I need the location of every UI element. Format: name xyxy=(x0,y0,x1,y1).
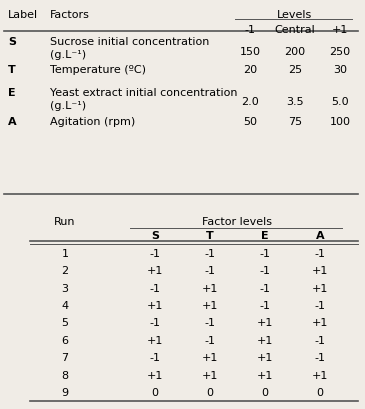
Text: 3.5: 3.5 xyxy=(286,97,304,107)
Text: Agitation (rpm): Agitation (rpm) xyxy=(50,117,135,127)
Text: 4: 4 xyxy=(61,300,69,310)
Text: Yeast extract initial concentration: Yeast extract initial concentration xyxy=(50,88,238,98)
Text: +1: +1 xyxy=(202,353,218,362)
Text: 25: 25 xyxy=(288,65,302,75)
Text: +1: +1 xyxy=(312,265,328,276)
Text: 5.0: 5.0 xyxy=(331,97,349,107)
Text: 8: 8 xyxy=(61,370,69,380)
Text: +1: +1 xyxy=(202,300,218,310)
Text: +1: +1 xyxy=(147,370,163,380)
Text: 2: 2 xyxy=(61,265,69,276)
Text: -1: -1 xyxy=(204,265,215,276)
Text: A: A xyxy=(316,230,324,240)
Text: +1: +1 xyxy=(257,370,273,380)
Text: -1: -1 xyxy=(315,353,326,362)
Text: +1: +1 xyxy=(312,370,328,380)
Text: Factors: Factors xyxy=(50,10,90,20)
Text: Factor levels: Factor levels xyxy=(203,216,273,227)
Text: 20: 20 xyxy=(243,65,257,75)
Text: -1: -1 xyxy=(204,335,215,345)
Text: 0: 0 xyxy=(207,387,214,397)
Text: +1: +1 xyxy=(257,335,273,345)
Text: -1: -1 xyxy=(204,318,215,328)
Text: -1: -1 xyxy=(150,318,161,328)
Text: S: S xyxy=(151,230,159,240)
Text: +1: +1 xyxy=(147,335,163,345)
Text: E: E xyxy=(8,88,16,98)
Text: A: A xyxy=(8,117,17,127)
Text: +1: +1 xyxy=(332,25,348,35)
Text: -1: -1 xyxy=(260,248,270,258)
Text: 9: 9 xyxy=(61,387,69,397)
Text: 7: 7 xyxy=(61,353,69,362)
Text: Levels: Levels xyxy=(277,10,313,20)
Text: E: E xyxy=(261,230,269,240)
Text: S: S xyxy=(8,37,16,47)
Text: -1: -1 xyxy=(204,248,215,258)
Text: 5: 5 xyxy=(61,318,69,328)
Text: +1: +1 xyxy=(147,265,163,276)
Text: 200: 200 xyxy=(284,47,306,57)
Text: +1: +1 xyxy=(312,283,328,293)
Text: +1: +1 xyxy=(257,353,273,362)
Text: +1: +1 xyxy=(257,318,273,328)
Text: Sucrose initial concentration: Sucrose initial concentration xyxy=(50,37,210,47)
Text: -1: -1 xyxy=(150,248,161,258)
Text: 30: 30 xyxy=(333,65,347,75)
Text: 0: 0 xyxy=(261,387,269,397)
Text: -1: -1 xyxy=(260,265,270,276)
Text: (g.L⁻¹): (g.L⁻¹) xyxy=(50,50,86,60)
Text: 150: 150 xyxy=(239,47,261,57)
Text: 250: 250 xyxy=(330,47,350,57)
Text: 100: 100 xyxy=(330,117,350,127)
Text: 0: 0 xyxy=(151,387,158,397)
Text: T: T xyxy=(8,65,16,75)
Text: 0: 0 xyxy=(316,387,323,397)
Text: 1: 1 xyxy=(61,248,69,258)
Text: 50: 50 xyxy=(243,117,257,127)
Text: -1: -1 xyxy=(315,335,326,345)
Text: 75: 75 xyxy=(288,117,302,127)
Text: -1: -1 xyxy=(150,283,161,293)
Text: -1: -1 xyxy=(245,25,255,35)
Text: Central: Central xyxy=(274,25,315,35)
Text: 6: 6 xyxy=(61,335,69,345)
Text: +1: +1 xyxy=(147,300,163,310)
Text: Run: Run xyxy=(54,216,76,227)
Text: Temperature (ºC): Temperature (ºC) xyxy=(50,65,146,75)
Text: +1: +1 xyxy=(202,370,218,380)
Text: +1: +1 xyxy=(202,283,218,293)
Text: T: T xyxy=(206,230,214,240)
Text: (g.L⁻¹): (g.L⁻¹) xyxy=(50,101,86,111)
Text: -1: -1 xyxy=(260,300,270,310)
Text: -1: -1 xyxy=(260,283,270,293)
Text: -1: -1 xyxy=(150,353,161,362)
Text: 3: 3 xyxy=(61,283,69,293)
Text: -1: -1 xyxy=(315,300,326,310)
Text: -1: -1 xyxy=(315,248,326,258)
Text: 2.0: 2.0 xyxy=(241,97,259,107)
Text: +1: +1 xyxy=(312,318,328,328)
Text: Label: Label xyxy=(8,10,38,20)
